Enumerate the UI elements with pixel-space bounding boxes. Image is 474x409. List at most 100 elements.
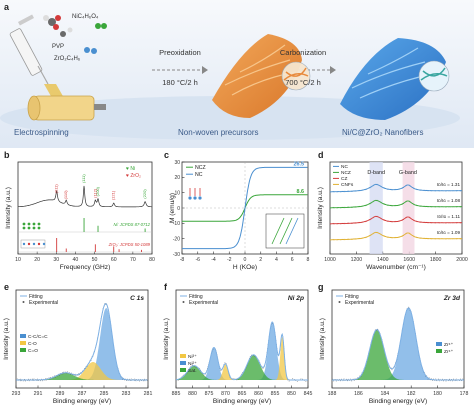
- x-tick-label: 860: [254, 391, 263, 397]
- xps-zr3d-chart: 188 186 184 182 180 178 Binding energy (eV) Int…: [319, 289, 468, 405]
- lattice-atom: [37, 222, 41, 226]
- series-line: [182, 166, 308, 250]
- x-tick-label: 40: [73, 257, 79, 263]
- legend-swatch: [20, 348, 26, 352]
- lattice-atom: [37, 242, 41, 246]
- lattice-atom: [27, 222, 31, 226]
- legend-swatch: [436, 349, 442, 353]
- lattice-atom: [32, 222, 36, 226]
- x-axis-label: Frequency (GHz): [60, 264, 111, 271]
- x-tick-label: 184: [380, 391, 389, 397]
- xps-c1s-chart: 293 291 289 287 285 283 281 Binding energy (eV)…: [3, 289, 153, 405]
- legend-swatch: [436, 342, 442, 346]
- legend-entry: ♥ Ni: [126, 166, 135, 172]
- component-fill: [176, 347, 308, 380]
- legend-entry: C-C/C=C: [28, 334, 48, 340]
- y-tick-label: 20: [174, 175, 180, 181]
- legend-entry: NC: [341, 164, 348, 170]
- peak-label: (011): [54, 184, 59, 194]
- legend-entry: Zr⁴⁺: [444, 349, 454, 355]
- arrow-right-icon: [272, 66, 336, 74]
- spin-atom: [193, 196, 197, 200]
- zr-ion-icon: [84, 47, 90, 53]
- precursor-mat-illustration: [212, 34, 311, 118]
- legend-entry: Ni³⁺: [188, 354, 197, 360]
- x-tick-label: 10: [15, 257, 21, 263]
- legend-entry: NC: [195, 172, 203, 178]
- x-tick-label: 188: [328, 391, 337, 397]
- x-tick-label: 180: [433, 391, 442, 397]
- schematic-panel: a NiC₄H₆O₄ PVP ZrO₂C₄H₆ Preoxidation 180…: [0, 0, 474, 148]
- x-tick-label: 6: [291, 257, 294, 263]
- lattice-atom: [22, 226, 26, 230]
- y-tick-label: -30: [173, 252, 180, 258]
- x-tick-label: 1000: [324, 257, 336, 263]
- x-tick-label: 30: [53, 257, 59, 263]
- legend-entry: C-O: [28, 341, 37, 347]
- nanofiber-mat-illustration: [340, 38, 450, 120]
- y-tick-label: -20: [173, 236, 180, 242]
- step-name: Preoxidation: [159, 48, 201, 57]
- legend-swatch: [338, 301, 341, 303]
- x-tick-label: -4: [211, 257, 216, 263]
- legend-entry: Fitting: [189, 294, 203, 300]
- panel-label-e: e: [4, 282, 10, 292]
- legend-swatch: [180, 354, 186, 358]
- legend-entry: Sat.: [188, 368, 197, 374]
- x-tick-label: 20: [34, 257, 40, 263]
- y-axis-label: Intensity (a.u.): [163, 318, 170, 360]
- annotation: 8.6: [297, 189, 305, 195]
- x-tick-label: 293: [12, 391, 21, 397]
- zr-ion-icon: [91, 48, 97, 54]
- x-tick-label: 60: [111, 257, 117, 263]
- legend-entry: Ni²⁺: [188, 361, 197, 367]
- legend-swatch: [180, 368, 186, 372]
- x-tick-label: 182: [407, 391, 416, 397]
- y-axis-label: Intensity (a.u.): [3, 318, 10, 360]
- legend-entry: ♥ ZrO₂: [126, 173, 141, 179]
- band-label: G-band: [399, 170, 417, 176]
- x-tick-label: 285: [100, 391, 109, 397]
- panel-label-d: d: [318, 150, 324, 160]
- legend-entry: CNFs: [341, 182, 354, 188]
- lattice-atom: [27, 226, 31, 230]
- chart-title: C 1s: [130, 295, 144, 302]
- legend-swatch: [22, 301, 25, 303]
- x-axis-label: Wavenumber (cm⁻¹): [366, 264, 426, 271]
- fitting-line: [16, 303, 148, 381]
- peak-label: (112): [92, 188, 97, 198]
- raman-chart: 1000 1200 1400 1600 1800 2000 Wavenumber (cm⁻¹…: [317, 161, 468, 271]
- y-tick-label: 0: [177, 206, 180, 212]
- raman-line: [329, 231, 463, 241]
- legend-swatch: [20, 341, 26, 345]
- x-tick-label: 281: [144, 391, 153, 397]
- lattice-atom: [22, 222, 26, 226]
- ratio-label: Iᴅ/Iɢ = 1.31: [437, 182, 461, 187]
- legend-entry: Experimental: [29, 300, 58, 306]
- annotation: 26.5: [294, 161, 305, 167]
- y-axis-label: Intensity (a.u.): [5, 187, 12, 229]
- component-fill: [16, 308, 148, 380]
- inset-line: [279, 217, 293, 245]
- ratio-label: Iᴅ/Iɢ = 1.11: [437, 214, 460, 219]
- step-name: Carbonization: [279, 48, 327, 57]
- chart-title: Zr 3d: [443, 295, 461, 302]
- x-tick-label: -6: [195, 257, 200, 263]
- x-tick-label: 1400: [377, 257, 389, 263]
- x-tick-label: 1600: [403, 257, 415, 263]
- legend-swatch: [182, 301, 185, 303]
- schematic-drawing: [0, 0, 474, 148]
- ratio-label: Iᴅ/Iɢ = 1.08: [437, 198, 461, 203]
- ratio-label: Iᴅ/Iɢ = 1.09: [437, 230, 461, 235]
- x-tick-label: 0: [244, 257, 247, 263]
- x-axis-label: H (KOe): [233, 264, 257, 271]
- x-tick-label: 287: [78, 391, 87, 397]
- x-tick-label: 845: [304, 391, 313, 397]
- stage-label: Ni/C@ZrO₂ Nanofibers: [342, 128, 424, 137]
- lattice-atom: [22, 242, 26, 246]
- legend-entry: Experimental: [189, 300, 218, 306]
- x-axis-label: Binding energy (eV): [213, 398, 271, 405]
- legend-entry: NCZ: [195, 165, 206, 171]
- x-axis-label: Binding energy (eV): [53, 398, 111, 405]
